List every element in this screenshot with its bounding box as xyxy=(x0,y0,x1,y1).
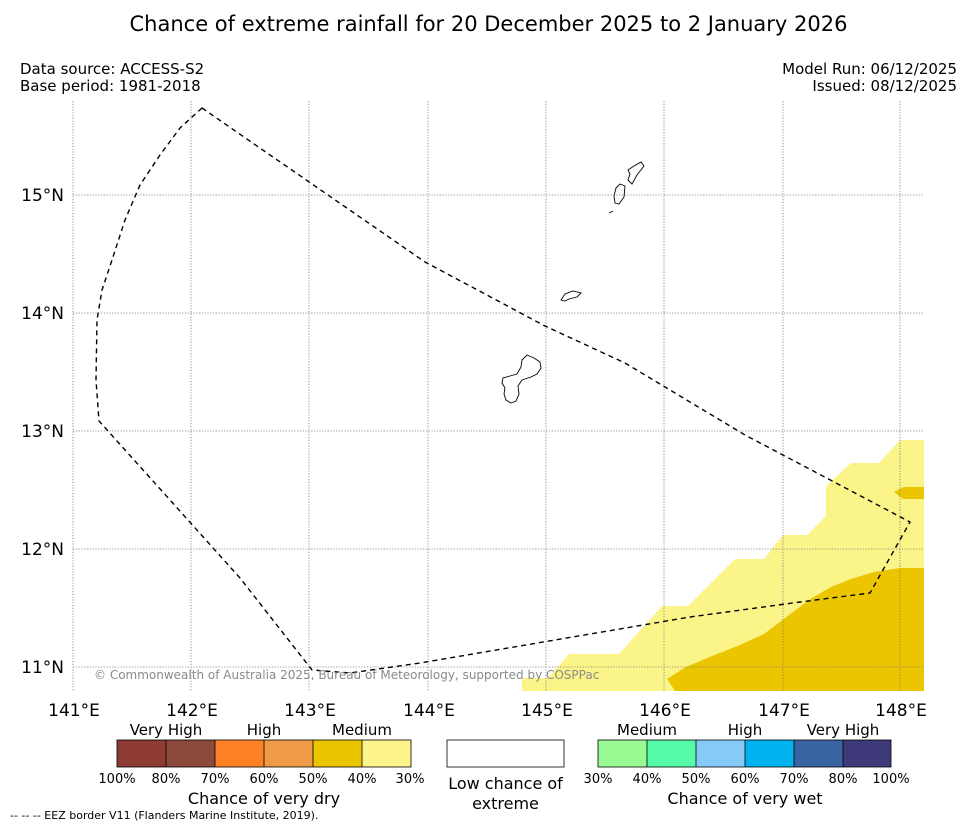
dry-40-50-patch xyxy=(894,487,924,499)
dry-legend-title: Chance of very dry xyxy=(188,789,340,808)
dry-swatch-3 xyxy=(215,740,264,767)
base-period-text: Base period: 1981-2018 xyxy=(20,77,201,95)
dry-40-50-area xyxy=(667,568,924,691)
island-saipan xyxy=(627,161,645,185)
dry-tick-70: 70% xyxy=(201,772,230,787)
dry-swatch-6 xyxy=(362,740,411,767)
wet-swatch-1 xyxy=(598,740,647,767)
wet-swatch-4 xyxy=(745,740,794,767)
wet-swatch-5 xyxy=(794,740,843,767)
dry-cat-medium: Medium xyxy=(332,721,392,739)
island-tinian xyxy=(613,183,626,205)
dry-tick-80: 80% xyxy=(152,772,181,787)
dry-swatch-5 xyxy=(313,740,362,767)
lon-label-145: 145°E xyxy=(521,701,573,721)
low-chance-swatch xyxy=(446,739,565,768)
lat-label-15: 15°N xyxy=(21,186,64,206)
wet-tick-60: 60% xyxy=(731,772,760,787)
meta-right: Model Run: 06/12/2025 Issued: 08/12/2025 xyxy=(782,61,957,95)
dry-tick-60: 60% xyxy=(250,772,279,787)
eez-border xyxy=(95,107,911,674)
islands xyxy=(501,161,645,404)
data-source-text: Data source: ACCESS-S2 xyxy=(20,60,205,78)
dry-swatch-2 xyxy=(166,740,215,767)
dry-tick-100: 100% xyxy=(98,772,135,787)
wet-swatch-3 xyxy=(696,740,745,767)
wet-swatch-borders xyxy=(597,739,892,768)
wet-tick-50: 50% xyxy=(682,772,711,787)
dry-cat-high: High xyxy=(247,721,281,739)
dry-swatch-4 xyxy=(264,740,313,767)
wet-tick-30: 30% xyxy=(584,772,613,787)
eez-border-note: -- -- -- EEZ border V11 (Flanders Marine… xyxy=(10,809,319,822)
lon-label-147: 147°E xyxy=(758,701,810,721)
dry-tick-40: 40% xyxy=(348,772,377,787)
wet-tick-70: 70% xyxy=(780,772,809,787)
wet-swatch-2 xyxy=(647,740,696,767)
lon-label-148: 148°E xyxy=(875,701,927,721)
dry-swatch-borders xyxy=(116,739,412,768)
wet-tick-80: 80% xyxy=(829,772,858,787)
graticule xyxy=(72,101,924,691)
wet-legend-title: Chance of very wet xyxy=(667,789,822,808)
island-rota xyxy=(560,290,582,302)
issued-text: Issued: 08/12/2025 xyxy=(812,77,957,95)
island-guam xyxy=(501,354,542,404)
dry-cat-very-high: Very High xyxy=(130,721,203,739)
map-title: Chance of extreme rainfall for 20 Decemb… xyxy=(129,12,848,36)
dry-tick-30: 30% xyxy=(396,772,425,787)
lon-label-142: 142°E xyxy=(166,701,218,721)
lat-label-12: 12°N xyxy=(21,540,64,560)
copyright-text: © Commonwealth of Australia 2025, Bureau… xyxy=(94,668,600,682)
low-chance-label: Low chance of extreme xyxy=(448,774,563,813)
meta-left: Data source: ACCESS-S2 Base period: 1981… xyxy=(20,61,204,95)
lon-label-141: 141°E xyxy=(48,701,100,721)
lat-label-11: 11°N xyxy=(21,658,64,678)
lat-label-13: 13°N xyxy=(21,422,64,442)
island-aguijan xyxy=(608,210,614,214)
wet-swatch-6 xyxy=(843,740,891,767)
model-run-text: Model Run: 06/12/2025 xyxy=(782,60,957,78)
dry-tick-50: 50% xyxy=(299,772,328,787)
lon-label-143: 143°E xyxy=(284,701,336,721)
lat-label-14: 14°N xyxy=(21,304,64,324)
dry-swatch-1 xyxy=(117,740,166,767)
wet-cat-very-high: Very High xyxy=(807,721,880,739)
wet-cat-high: High xyxy=(728,721,762,739)
lon-label-144: 144°E xyxy=(403,701,455,721)
lon-label-146: 146°E xyxy=(639,701,691,721)
wet-cat-medium: Medium xyxy=(617,721,677,739)
wet-tick-100: 100% xyxy=(872,772,909,787)
wet-tick-40: 40% xyxy=(633,772,662,787)
